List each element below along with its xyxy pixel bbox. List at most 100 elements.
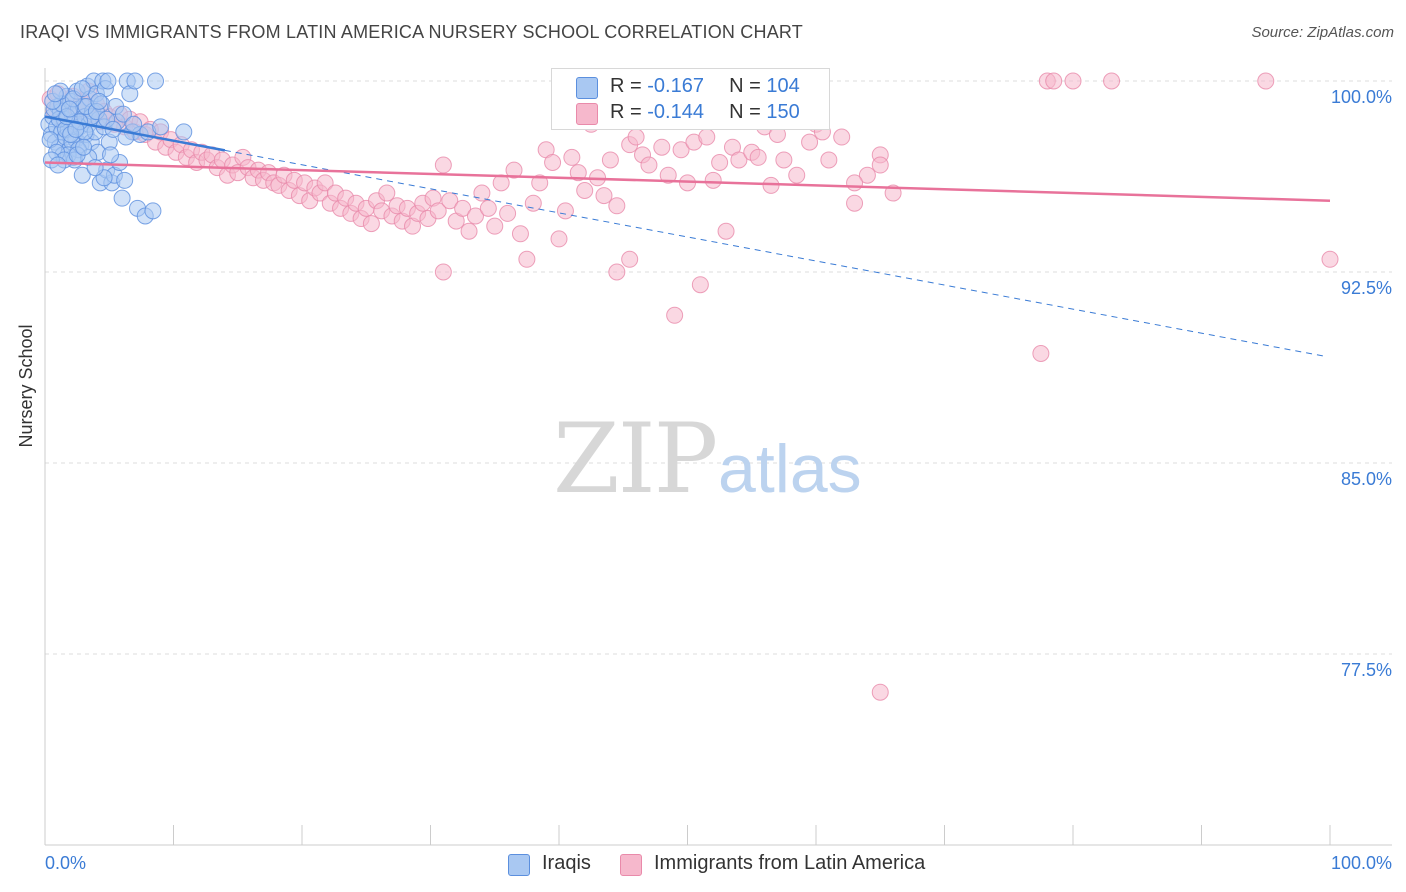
- latin-america-point: [608, 263, 626, 281]
- latin-america-point: [454, 199, 472, 217]
- latin-america-point: [531, 174, 549, 192]
- legend-n-value: 104: [766, 75, 800, 97]
- iraqis-point: [147, 72, 165, 90]
- iraqis-swatch: [576, 77, 598, 99]
- latin-america-point: [595, 187, 613, 205]
- latin-america-point: [362, 215, 380, 233]
- iraqis-point: [46, 85, 64, 103]
- latin-america-point: [711, 153, 729, 171]
- latin-america-point: [434, 263, 452, 281]
- iraqis-point: [175, 123, 193, 141]
- iraqis-point: [116, 171, 134, 189]
- latin-america-point: [749, 148, 767, 166]
- x-tick-label: 0.0%: [45, 853, 86, 873]
- iraqis-point: [73, 80, 91, 98]
- iraqis-legend-swatch: [508, 854, 530, 876]
- y-axis-title: Nursery School: [16, 324, 36, 448]
- y-tick-label: 100.0%: [1331, 87, 1392, 107]
- iraqis-legend-label: Iraqis: [542, 852, 591, 874]
- latin-america-point: [473, 184, 491, 202]
- latin-america-point: [316, 174, 334, 192]
- watermark: ZIP atlas: [553, 403, 862, 515]
- latin-america-point: [1321, 250, 1339, 268]
- latin-america-point: [717, 222, 735, 240]
- latin-america-point: [1032, 344, 1050, 362]
- latin-america-point: [601, 151, 619, 169]
- iraqis-point: [73, 166, 91, 184]
- iraqis-point: [144, 202, 162, 220]
- latin-america-point: [621, 250, 639, 268]
- trend-lines: [44, 115, 1331, 357]
- latin-america-point: [1064, 72, 1082, 90]
- y-tick-label: 92.5%: [1341, 278, 1392, 298]
- latin-america-point: [653, 138, 671, 156]
- legend-r-label: R =: [610, 101, 642, 123]
- legend-n-value: 150: [766, 101, 800, 123]
- latin-america-point: [460, 222, 478, 240]
- correlation-legend: R = -0.167 N = 104 R = -0.144 N = 150: [551, 68, 830, 130]
- latin-america-point: [499, 204, 517, 222]
- latin-america-point: [434, 156, 452, 174]
- x-tick-label: 100.0%: [1331, 853, 1392, 873]
- latin-america-point: [1257, 72, 1275, 90]
- watermark-atlas: atlas: [718, 431, 862, 507]
- latin-america-point: [378, 184, 396, 202]
- legend-n-label: N =: [729, 75, 761, 97]
- iraqis-point: [86, 159, 104, 177]
- latin-america-point: [1103, 72, 1121, 90]
- latin-america-point: [441, 192, 459, 210]
- latin-america-point: [775, 151, 793, 169]
- latin-america-point: [627, 128, 645, 146]
- latin-america-point: [479, 199, 497, 217]
- latin-america-point: [556, 202, 574, 220]
- legend-r-value: -0.167: [647, 75, 704, 97]
- latin-america-point: [846, 194, 864, 212]
- legend-n-label: N =: [729, 101, 761, 123]
- iraqis-point: [99, 72, 117, 90]
- iraqis-point: [126, 72, 144, 90]
- latin-america-point: [576, 182, 594, 200]
- latin-america-point: [704, 171, 722, 189]
- latin-america-point: [691, 276, 709, 294]
- latin-america-point: [486, 217, 504, 235]
- latin-america-legend-swatch: [620, 854, 642, 876]
- latin-america-point: [1045, 72, 1063, 90]
- latin-america-point: [672, 141, 690, 159]
- iraqis-trend-line: [44, 115, 226, 152]
- latin-america-point: [871, 683, 889, 701]
- axes: [44, 68, 1392, 846]
- watermark-zip: ZIP: [553, 403, 716, 515]
- chart-title: IRAQI VS IMMIGRANTS FROM LATIN AMERICA N…: [20, 22, 803, 42]
- latin-america-point: [788, 166, 806, 184]
- latin-america-point: [820, 151, 838, 169]
- iraqis-point: [90, 92, 108, 110]
- latin-america-point: [666, 306, 684, 324]
- latin-america-trend-line: [44, 161, 1331, 202]
- latin-america-point: [608, 197, 626, 215]
- latin-america-point: [505, 161, 523, 179]
- iraqis-point: [49, 156, 67, 174]
- tick-labels: 100.0% 92.5% 85.0% 77.5% 0.0% 100.0%: [45, 87, 1392, 873]
- legend-r-value: -0.144: [647, 101, 704, 123]
- latin-america-point: [518, 250, 536, 268]
- latin-america-point: [801, 133, 819, 151]
- latin-america-point: [466, 207, 484, 225]
- iraqis-point: [114, 105, 132, 123]
- latin-america-point: [640, 156, 658, 174]
- latin-america-point: [569, 164, 587, 182]
- latin-america-point: [659, 166, 677, 184]
- latin-america-point: [833, 128, 851, 146]
- y-tick-label: 77.5%: [1341, 660, 1392, 680]
- latin-america-point: [563, 148, 581, 166]
- latin-america-legend-label: Immigrants from Latin America: [654, 852, 926, 874]
- iraqis-point: [102, 146, 120, 164]
- chart-source: Source: ZipAtlas.com: [1251, 24, 1394, 41]
- latin-america-point: [429, 202, 447, 220]
- latin-america-point: [846, 174, 864, 192]
- latin-america-point: [550, 230, 568, 248]
- latin-america-swatch: [576, 103, 598, 125]
- iraqis-point: [113, 189, 131, 207]
- latin-america-point: [544, 153, 562, 171]
- latin-america-point: [730, 151, 748, 169]
